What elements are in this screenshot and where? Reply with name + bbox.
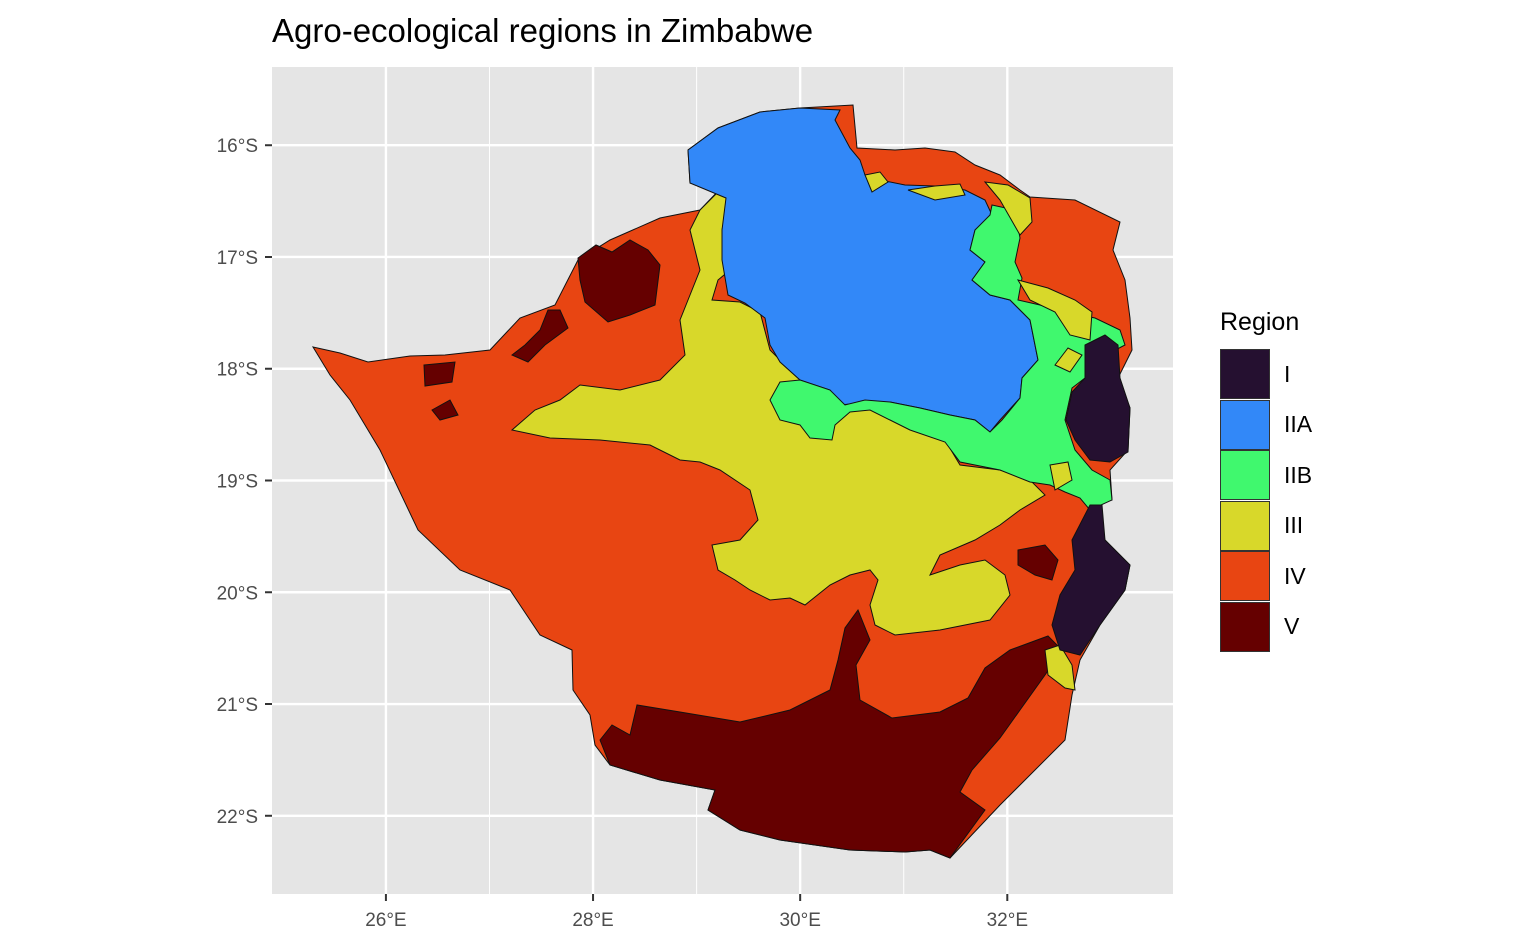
region-iii-ne [1016,279,1093,341]
y-tick-label: 20°S [217,583,258,604]
region-i-north [1065,334,1131,463]
legend-item: IIA [1220,399,1313,451]
region-i-south [1051,504,1131,656]
region-iib [769,204,1126,511]
x-tick-label: 26°E [365,910,406,931]
legend-swatch [1220,399,1270,450]
legend-swatch [1220,500,1270,551]
y-tick-label: 17°S [217,248,258,269]
legend-swatch [1220,349,1270,400]
region-v-blob [423,361,456,387]
region-v-south [599,608,1063,859]
x-axis-tick-labels: 26°E 28°E 30°E 32°E [365,910,1028,931]
legend-item: V [1220,601,1312,653]
legend-label: IIB [1284,461,1313,488]
region-v-northwest [577,239,661,323]
region-iii-ne [983,181,1033,236]
y-tick-label: 16°S [217,136,258,157]
x-tick-label: 30°E [779,910,820,931]
y-axis-tick-labels: 16°S 17°S 18°S 19°S 20°S 21°S 22°S [217,136,258,828]
region-iii-ne [907,183,966,201]
legend-label: III [1284,512,1304,539]
region-v-blob [431,399,459,421]
legend-item: I [1220,349,1312,400]
legend: Region I IIA IIB III IV V [1220,308,1312,652]
legend-swatch [1220,450,1270,501]
legend-label: V [1284,613,1300,640]
legend-item: IV [1220,551,1312,602]
region-v-blob [511,309,569,363]
y-tick-label: 19°S [217,472,258,493]
legend-swatch [1220,551,1270,602]
y-tick-label: 21°S [217,695,258,716]
region-iii-ne [1049,461,1073,491]
legend-item: III [1220,500,1312,552]
x-tick-label: 28°E [572,910,613,931]
legend-label: IIA [1284,411,1313,438]
y-tick-label: 22°S [217,807,258,828]
region-iii-ne [864,171,889,193]
legend-label: IV [1284,562,1306,589]
region-iii-ne [1054,347,1083,373]
region-v-blob [1017,544,1059,581]
legend-items: I IIA IIB III IV V [1220,349,1312,652]
legend-swatch [1220,601,1270,652]
axis-ticks [265,144,1009,901]
x-tick-label: 32°E [987,910,1028,931]
legend-label: I [1284,360,1291,387]
legend-item: IIB [1220,450,1312,501]
chart-title: Agro-ecological regions in Zimbabwe [272,12,814,49]
y-tick-label: 18°S [217,360,258,381]
regions-layer [311,104,1133,859]
legend-title: Region [1220,308,1300,336]
